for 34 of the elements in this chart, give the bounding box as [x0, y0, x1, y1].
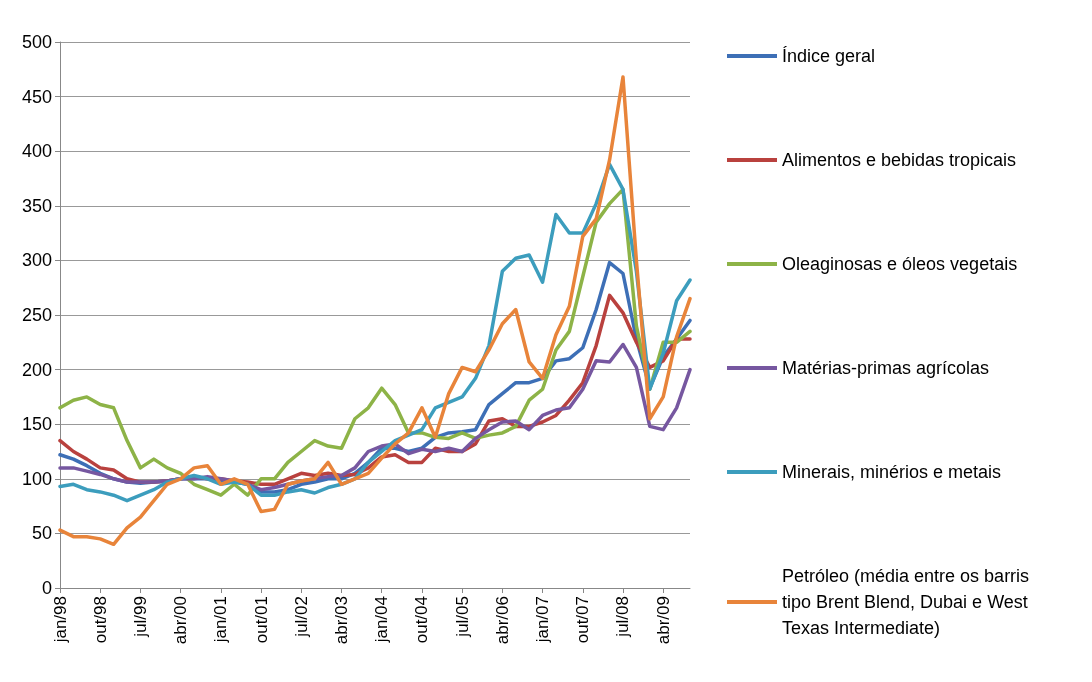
x-tick-label: abr/00	[171, 596, 191, 645]
y-tick-label: 500	[21, 32, 52, 52]
legend-label: Minerais, minérios e metais	[782, 462, 1002, 482]
y-tick-label: 200	[21, 359, 52, 380]
x-tick-label: jul/99	[130, 596, 150, 638]
x-tick-label: jul/02	[291, 596, 311, 638]
x-tick-label: out/01	[251, 596, 271, 644]
x-tick-label: out/07	[573, 596, 593, 644]
x-tick-label: jul/08	[613, 596, 633, 638]
x-tick-label: abr/09	[653, 596, 673, 645]
legend-label: Alimentos e bebidas tropicais	[782, 150, 1017, 170]
legend-label: Índice geral	[782, 46, 876, 66]
x-tick-label: abr/06	[492, 596, 512, 645]
x-tick-label: jan/07	[533, 596, 553, 644]
x-tick-label: jan/98	[50, 596, 70, 644]
x-tick-label: out/98	[90, 596, 110, 644]
x-tick-label: jul/05	[452, 596, 472, 638]
x-tick-label: abr/03	[331, 596, 351, 645]
y-tick-label: 150	[21, 414, 52, 435]
x-tick-label: out/04	[412, 596, 432, 644]
legend-label: Oleaginosas e óleos vegetais	[782, 254, 1018, 274]
y-tick-label: 300	[21, 250, 52, 271]
y-tick-label: 450	[21, 86, 52, 107]
x-tick-label: jan/04	[372, 596, 392, 644]
y-tick-label: 350	[21, 195, 52, 216]
x-tick-label: jan/01	[211, 596, 231, 644]
legend-label: Matérias-primas agrícolas	[782, 358, 990, 378]
y-tick-label: 50	[31, 523, 52, 544]
y-tick-label: 400	[21, 141, 52, 162]
legend-label: Petróleo (média entre os barris tipo Brent Blend, Dubai e West Texas Intermediate)	[782, 566, 1035, 638]
y-tick-label: 250	[21, 305, 52, 325]
line-series	[58, 75, 692, 547]
y-tick-label: 0	[41, 578, 52, 598]
y-tick-label: 100	[21, 468, 52, 489]
